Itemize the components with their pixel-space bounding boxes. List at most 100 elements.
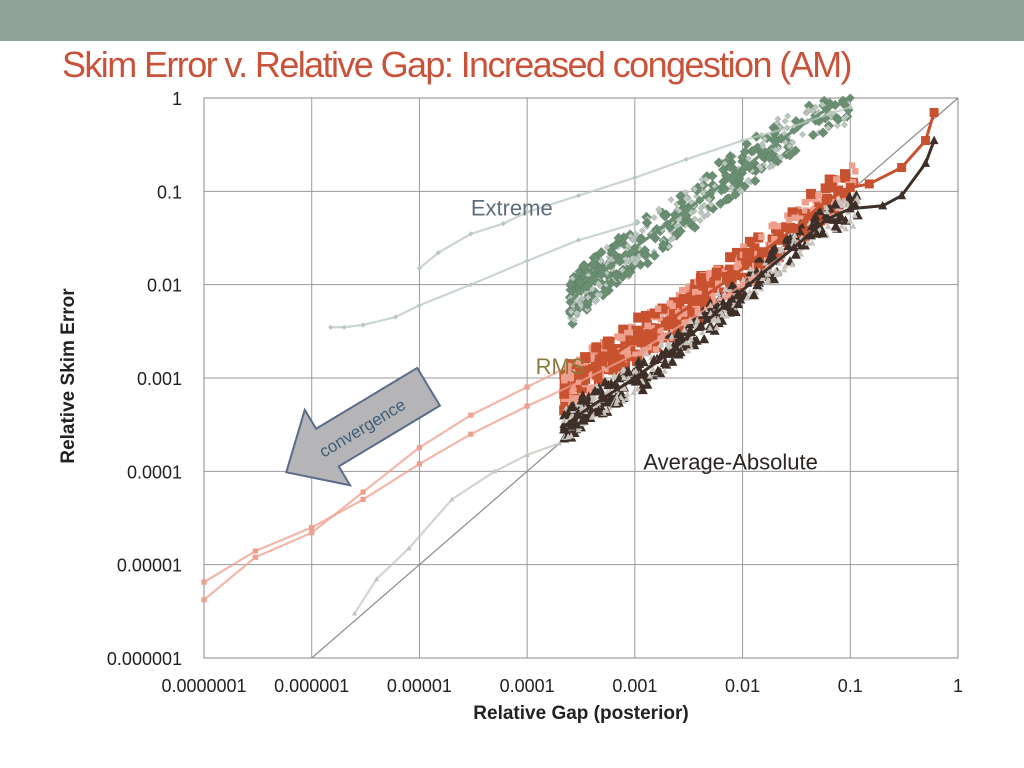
series-point	[575, 379, 582, 385]
cloud-point	[774, 222, 781, 230]
cloud-point	[775, 249, 786, 260]
cloud-point	[719, 311, 726, 318]
cloud-point	[740, 243, 747, 250]
cloud-point	[785, 216, 793, 224]
cloud-point	[802, 207, 810, 214]
cloud-point	[590, 385, 601, 396]
cloud-point	[573, 309, 581, 317]
y-tick-label: 0.1	[157, 182, 182, 202]
cloud-point	[725, 150, 736, 162]
cloud-point	[649, 250, 660, 262]
cloud-point	[566, 401, 577, 411]
cloud-point	[769, 273, 780, 284]
cloud-point	[739, 146, 751, 158]
series-point	[789, 223, 799, 233]
series-point	[739, 282, 746, 288]
cloud-point	[756, 163, 764, 171]
cloud-point	[588, 259, 600, 270]
series-point	[416, 461, 423, 467]
cloud-point	[564, 433, 572, 440]
cloud-point	[704, 211, 712, 219]
cloud-point	[676, 331, 687, 341]
series-point	[328, 324, 334, 330]
series-point	[632, 175, 638, 181]
cloud-point	[584, 293, 592, 301]
cloud-point	[818, 200, 829, 211]
series-point	[878, 200, 888, 210]
cloud-point	[769, 243, 780, 253]
cloud-point	[719, 183, 731, 195]
series-point	[575, 237, 582, 243]
cloud-point	[623, 267, 635, 279]
cloud-point	[744, 154, 753, 163]
cloud-point	[733, 298, 744, 309]
cloud-point	[722, 285, 729, 292]
cloud-point	[639, 249, 651, 261]
cloud-point	[704, 276, 712, 284]
series-point	[341, 324, 347, 330]
y-tick-label: 0.000001	[107, 649, 182, 669]
series-point	[406, 545, 412, 551]
y-tick-label: 1	[172, 89, 182, 109]
cloud-point	[733, 263, 740, 270]
cloud-point	[789, 261, 796, 268]
x-tick-label: 0.0001	[500, 676, 555, 696]
cloud-point	[776, 247, 784, 254]
cloud-point	[570, 316, 578, 324]
cloud-point	[620, 397, 627, 404]
cloud-point	[595, 246, 607, 258]
cloud-point	[569, 383, 576, 390]
cloud-point	[782, 138, 790, 146]
series-point	[360, 489, 366, 495]
cloud-point	[630, 388, 638, 395]
cloud-point	[578, 294, 586, 302]
cloud-point	[582, 296, 594, 307]
cloud-point	[640, 310, 651, 321]
series-point	[632, 221, 638, 227]
cloud-point	[618, 324, 629, 335]
cloud-point	[667, 343, 674, 350]
series-point	[559, 387, 569, 397]
cloud-point	[619, 348, 627, 355]
cloud-point	[710, 316, 717, 323]
cloud-point	[791, 214, 798, 221]
cloud-point	[694, 308, 701, 315]
cloud-point	[561, 395, 568, 402]
series-line-rms	[203, 360, 580, 601]
cloud-point	[674, 303, 685, 314]
series-point	[929, 135, 939, 145]
cloud-point	[829, 204, 840, 215]
arrow-shape	[285, 366, 442, 487]
cloud-point	[744, 294, 751, 301]
series-point	[757, 149, 767, 159]
cloud-point	[682, 339, 690, 346]
cloud-point	[659, 210, 671, 222]
cloud-point	[802, 199, 810, 206]
annotation-average-absolute: Average-Absolute	[643, 449, 818, 474]
cloud-point	[657, 327, 664, 334]
cloud-point	[575, 367, 586, 378]
cloud-point	[592, 369, 603, 380]
y-axis-title: Relative Skim Error	[58, 288, 79, 464]
cloud-point	[727, 279, 738, 290]
cloud-point	[621, 384, 628, 391]
series-point	[597, 357, 607, 367]
series-point	[252, 554, 258, 560]
cloud-point	[686, 292, 697, 303]
cloud-point	[817, 227, 828, 237]
cloud-point	[709, 292, 716, 300]
cloud-point	[806, 188, 817, 199]
cloud-point	[654, 305, 662, 313]
cloud-point	[608, 248, 620, 260]
cloud-point	[729, 291, 737, 298]
cloud-point	[675, 190, 686, 202]
cloud-point	[657, 340, 665, 347]
series-point	[739, 137, 746, 144]
cloud-point	[669, 234, 677, 242]
series-point	[351, 610, 358, 616]
cloud-point	[839, 169, 850, 180]
cloud-point	[725, 252, 736, 263]
series-point	[695, 322, 705, 331]
cloud-point	[613, 359, 624, 370]
cloud-point	[758, 233, 765, 241]
